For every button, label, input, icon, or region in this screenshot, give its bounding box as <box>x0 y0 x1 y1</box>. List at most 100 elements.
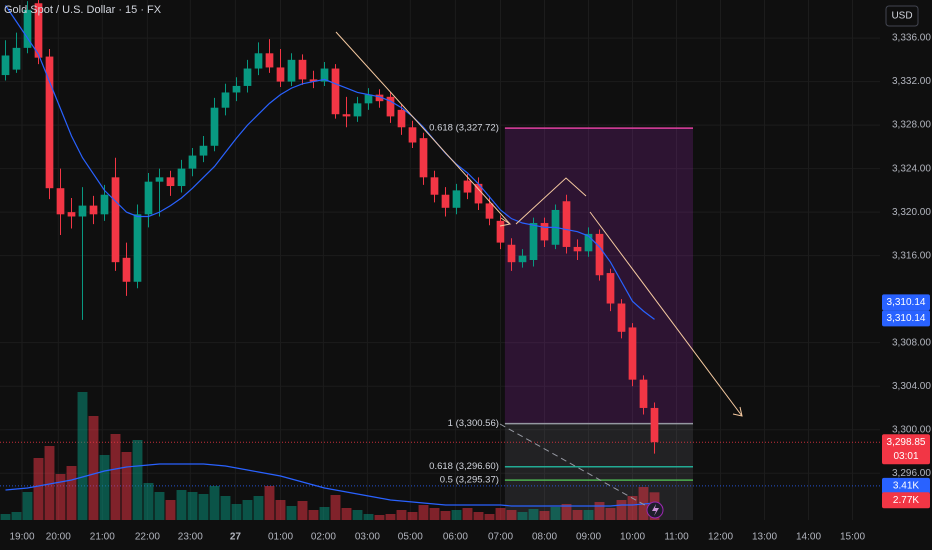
volume-bar <box>506 510 517 520</box>
volume-bar <box>330 495 341 520</box>
candle-body <box>56 188 65 215</box>
price-tag <box>882 492 930 509</box>
x-tick-label: 19:00 <box>9 532 34 543</box>
chart-title: Gold Spot / U.S. Dollar · 15 · FX <box>4 4 162 16</box>
fib-label: 0.5 (3,295.37) <box>440 475 499 486</box>
volume-bar <box>264 486 275 520</box>
price-tag-label: 3,298.85 <box>887 437 926 448</box>
y-tick-label: 3,328.00 <box>892 120 931 131</box>
x-tick-label: 14:00 <box>796 532 821 543</box>
x-tick-label: 01:00 <box>268 532 293 543</box>
y-tick-label: 3,308.00 <box>892 337 931 348</box>
volume-bar <box>429 508 440 520</box>
candle-body <box>628 327 637 380</box>
volume-bar <box>143 483 154 520</box>
arrow-head <box>732 406 743 417</box>
x-tick-label: 22:00 <box>135 532 160 543</box>
candle-body <box>78 205 87 217</box>
candle-body <box>639 379 648 408</box>
candle-body <box>606 273 615 304</box>
x-tick-label: 10:00 <box>620 532 645 543</box>
volume-bar <box>187 492 198 520</box>
x-tick-label: 21:00 <box>90 532 115 543</box>
candle-body <box>45 56 54 189</box>
candle-body <box>243 68 252 86</box>
candle-body <box>166 177 175 187</box>
volume-bar <box>231 504 242 520</box>
volume-bar <box>55 474 66 520</box>
volume-bar <box>583 510 594 520</box>
candle-body <box>507 244 516 263</box>
volume-bar <box>517 512 528 520</box>
drawings <box>335 31 743 509</box>
x-tick-label: 09:00 <box>576 532 601 543</box>
volume-bar <box>374 515 385 520</box>
volume-bar <box>484 514 495 520</box>
candle-body <box>496 220 505 243</box>
y-tick-label: 3,320.00 <box>892 207 931 218</box>
volume-average <box>5 463 655 507</box>
countdown: 03:01 <box>893 451 918 462</box>
x-tick-label: 05:00 <box>398 532 423 543</box>
volume-bar <box>594 502 605 520</box>
trend-line <box>335 31 511 225</box>
price-tag-label: 3,310.14 <box>887 313 926 324</box>
volume-bar <box>572 510 583 520</box>
x-tick-label: 15:00 <box>840 532 865 543</box>
volume-bar <box>440 511 451 520</box>
currency: USD <box>891 11 912 22</box>
moving-average <box>5 5 655 320</box>
candle-body <box>529 223 538 260</box>
candle-body <box>452 190 461 208</box>
y-tick-label: 3,296.00 <box>892 468 931 479</box>
candle-body <box>155 177 164 182</box>
fib-label: 0.618 (3,327.72) <box>429 123 499 134</box>
x-tick-label: 20:00 <box>46 532 71 543</box>
volume-bar <box>275 500 286 520</box>
x-tick-label: 13:00 <box>752 532 777 543</box>
dashed-projection <box>499 423 651 509</box>
candle-body <box>265 53 274 68</box>
volume-bar <box>22 492 33 520</box>
volume-bar <box>0 514 11 520</box>
candle-body <box>177 168 186 187</box>
price-tag <box>882 310 930 327</box>
x-tick-label: 12:00 <box>708 532 733 543</box>
candle-body <box>441 194 450 208</box>
candle-body <box>518 255 527 263</box>
y-tick-label: 3,336.00 <box>892 33 931 44</box>
volume-bar <box>462 508 473 520</box>
price-tag-label: 2.77K <box>893 495 919 506</box>
candle-body <box>364 94 373 104</box>
arrow-head <box>499 217 512 227</box>
volume-bar <box>11 512 22 520</box>
volume-bar <box>209 486 220 520</box>
volume-bar <box>77 392 88 520</box>
candle-body <box>100 194 109 215</box>
candle-body <box>309 79 318 82</box>
volume-bar <box>319 507 330 520</box>
volume-bar <box>165 500 176 520</box>
price-tag <box>882 477 930 494</box>
candle-body <box>386 96 395 117</box>
y-tick-label: 3,324.00 <box>892 163 931 174</box>
candle-body <box>298 59 307 80</box>
volume-bar <box>341 508 352 520</box>
volume-bar <box>297 501 308 520</box>
candle-body <box>12 47 21 70</box>
volume-bar <box>418 505 429 520</box>
x-tick-label: 11:00 <box>664 532 689 543</box>
volume-bar <box>473 512 484 520</box>
candle-body <box>67 212 76 217</box>
volume-bar <box>352 510 363 520</box>
volume-bar <box>363 514 374 520</box>
price-tag-label: 3.41K <box>893 481 919 492</box>
candle-body <box>584 233 593 252</box>
fib-zone <box>504 128 693 424</box>
volume-bar <box>286 506 297 520</box>
candle-body <box>595 233 604 276</box>
volume-bar <box>132 440 143 520</box>
candle-body <box>122 257 131 282</box>
